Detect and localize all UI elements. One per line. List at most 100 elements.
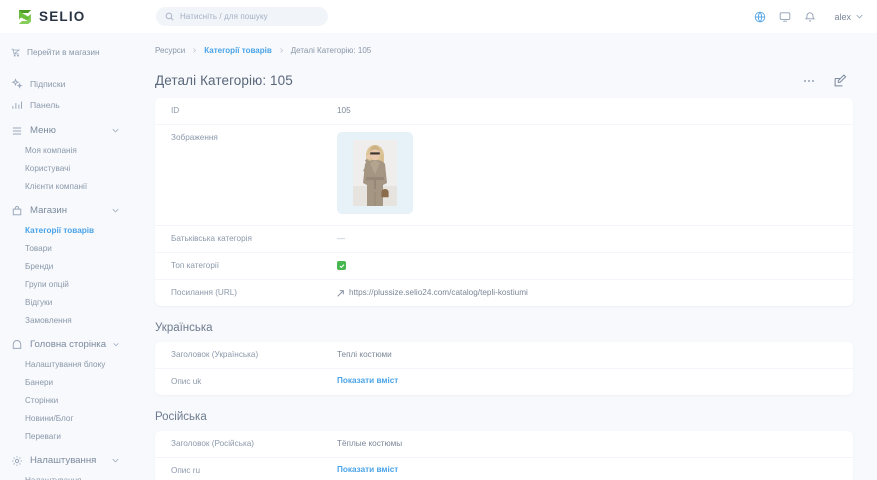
- sidebar-item-label: Панель: [30, 99, 60, 110]
- more-options-button[interactable]: [802, 76, 816, 86]
- breadcrumb-current: Деталі Категорію: 105: [290, 45, 372, 55]
- list-icon: [12, 127, 22, 134]
- sidebar-item-go-to-shop[interactable]: Перейти в магазин: [0, 40, 131, 64]
- sidebar-item-brands[interactable]: Бренди: [0, 257, 131, 275]
- breadcrumb: Ресурси Категорії товарів Деталі Категор…: [145, 33, 853, 67]
- monitor-icon[interactable]: [779, 11, 791, 23]
- detail-row-top-category: Топ категорії: [155, 252, 853, 279]
- sidebar-item-option-groups[interactable]: Групи опцій: [0, 275, 131, 293]
- search-icon: [165, 12, 174, 21]
- sidebar-group-settings[interactable]: Налаштування: [0, 450, 131, 471]
- thumbnail-container[interactable]: [337, 132, 413, 214]
- ukrainian-card: Заголовок (Українська) Теплі костюми Опи…: [155, 342, 853, 395]
- edit-icon[interactable]: [833, 73, 847, 88]
- sidebar: Перейти в магазин Підписки Панель: [0, 33, 131, 480]
- russian-card: Заголовок (Російська) Тёплые костюмы Опи…: [155, 431, 853, 480]
- logo-text: SELIO: [39, 9, 86, 24]
- product-thumbnail-image: [353, 140, 397, 206]
- sidebar-item-reviews[interactable]: Відгуки: [0, 293, 131, 311]
- sidebar-item-pages[interactable]: Сторінки: [0, 391, 131, 409]
- sidebar-item-banners[interactable]: Банери: [0, 373, 131, 391]
- show-content-link[interactable]: Показати вміст: [337, 376, 399, 385]
- section-title-ukrainian: Українська: [155, 322, 213, 334]
- chevron-right-icon: [280, 47, 283, 53]
- detail-value: [337, 132, 413, 218]
- sidebar-item-label: Відгуки: [25, 297, 53, 307]
- shopping-cart-icon: [11, 48, 20, 57]
- detail-label: Батьківська категорія: [171, 234, 252, 243]
- search-input[interactable]: [180, 12, 319, 21]
- page-title: Деталі Категорію: 105: [155, 73, 293, 88]
- sidebar-item-products[interactable]: Товари: [0, 239, 131, 257]
- sidebar-group-menu[interactable]: Меню: [0, 120, 131, 141]
- sidebar-item-product-categories[interactable]: Категорії товарів: [0, 221, 131, 239]
- sidebar-item-my-company[interactable]: Моя компанія: [0, 141, 131, 159]
- bag-icon: [12, 205, 22, 215]
- detail-label: Посилання (URL): [171, 288, 238, 297]
- search-box[interactable]: [156, 7, 328, 26]
- sidebar-item-label: Моя компанія: [25, 145, 77, 155]
- home-icon: [12, 339, 22, 349]
- gear-icon: [12, 455, 22, 466]
- page-header-actions: [802, 73, 853, 88]
- sidebar-item-label: Налаштування: [25, 475, 82, 480]
- top-category-checkbox[interactable]: [337, 261, 346, 270]
- main-content: Ресурси Категорії товарів Деталі Категор…: [131, 33, 877, 480]
- breadcrumb-parent[interactable]: Категорії товарів: [204, 45, 272, 55]
- chevron-down-icon[interactable]: [112, 458, 119, 463]
- detail-url-text[interactable]: https://plussize.selio24.com/catalog/tep…: [349, 288, 528, 297]
- sidebar-item-dashboard[interactable]: Панель: [0, 94, 131, 115]
- sidebar-group-homepage[interactable]: Головна сторінка: [0, 334, 131, 355]
- bar-chart-icon: [12, 101, 22, 109]
- sidebar-item-label: Бренди: [25, 261, 54, 271]
- body: Перейти в магазин Підписки Панель: [0, 33, 877, 480]
- sidebar-item-company-clients[interactable]: Клієнти компанії: [0, 177, 131, 195]
- detail-row-url: Посилання (URL) https://plussize.selio24…: [155, 279, 853, 306]
- sidebar-item-label: Клієнти компанії: [25, 181, 88, 191]
- sparkles-icon: [11, 77, 23, 89]
- sidebar-item-label: Користувачі: [25, 163, 71, 173]
- chevron-right-icon: [193, 47, 197, 53]
- sidebar-item-block-settings[interactable]: Налаштування блоку: [0, 355, 131, 373]
- sidebar-item-label: Банери: [25, 377, 54, 387]
- dot: [812, 79, 814, 82]
- sidebar-item-users[interactable]: Користувачі: [0, 159, 131, 177]
- detail-row-title-ru: Заголовок (Російська) Тёплые костюмы: [155, 431, 853, 457]
- chevron-down-icon[interactable]: [113, 342, 119, 347]
- detail-label: Заголовок (Українська): [171, 350, 259, 359]
- sidebar-group-shop[interactable]: Магазин: [0, 200, 131, 221]
- detail-row-description-ru: Опис ru Показати вміст: [155, 457, 853, 480]
- details-card: ID 105 Зображення: [155, 98, 853, 306]
- detail-label: Топ категорії: [171, 261, 219, 270]
- sidebar-item-orders[interactable]: Замовлення: [0, 311, 131, 329]
- sidebar-item-news-blog[interactable]: Новини/Блог: [0, 409, 131, 427]
- show-content-link[interactable]: Показати вміст: [337, 465, 399, 474]
- bell-icon[interactable]: [804, 11, 816, 23]
- sidebar-spacer: [0, 64, 131, 73]
- globe-icon[interactable]: [754, 11, 766, 23]
- sidebar-item-label: Сторінки: [25, 395, 59, 405]
- detail-value: Теплі костюми: [337, 350, 392, 359]
- sidebar-item-settings[interactable]: Налаштування: [0, 471, 131, 480]
- chevron-down-icon[interactable]: [112, 128, 119, 133]
- breadcrumb-root[interactable]: Ресурси: [155, 45, 186, 55]
- sidebar-item-label: Підписки: [30, 78, 66, 89]
- chevron-down-icon[interactable]: [112, 208, 119, 213]
- sidebar-item-subscriptions[interactable]: Підписки: [0, 73, 131, 94]
- detail-value[interactable]: https://plussize.selio24.com/catalog/tep…: [337, 287, 528, 299]
- detail-value: 105: [337, 106, 351, 115]
- app-logo[interactable]: SELIO: [18, 9, 128, 25]
- detail-label: Заголовок (Російська): [171, 439, 255, 448]
- dot: [808, 79, 810, 82]
- sidebar-item-advantages[interactable]: Переваги: [0, 427, 131, 445]
- user-menu[interactable]: alex: [834, 12, 863, 22]
- section-title-russian: Російська: [155, 411, 207, 423]
- detail-value: —: [337, 234, 346, 243]
- detail-row-id: ID 105: [155, 98, 853, 124]
- sidebar-item-label: Новини/Блог: [25, 413, 74, 423]
- sidebar-item-label: Замовлення: [25, 315, 72, 325]
- page-header: Деталі Категорію: 105: [145, 67, 853, 98]
- chevron-down-icon: [856, 14, 863, 19]
- top-bar: SELIO alex: [0, 0, 877, 33]
